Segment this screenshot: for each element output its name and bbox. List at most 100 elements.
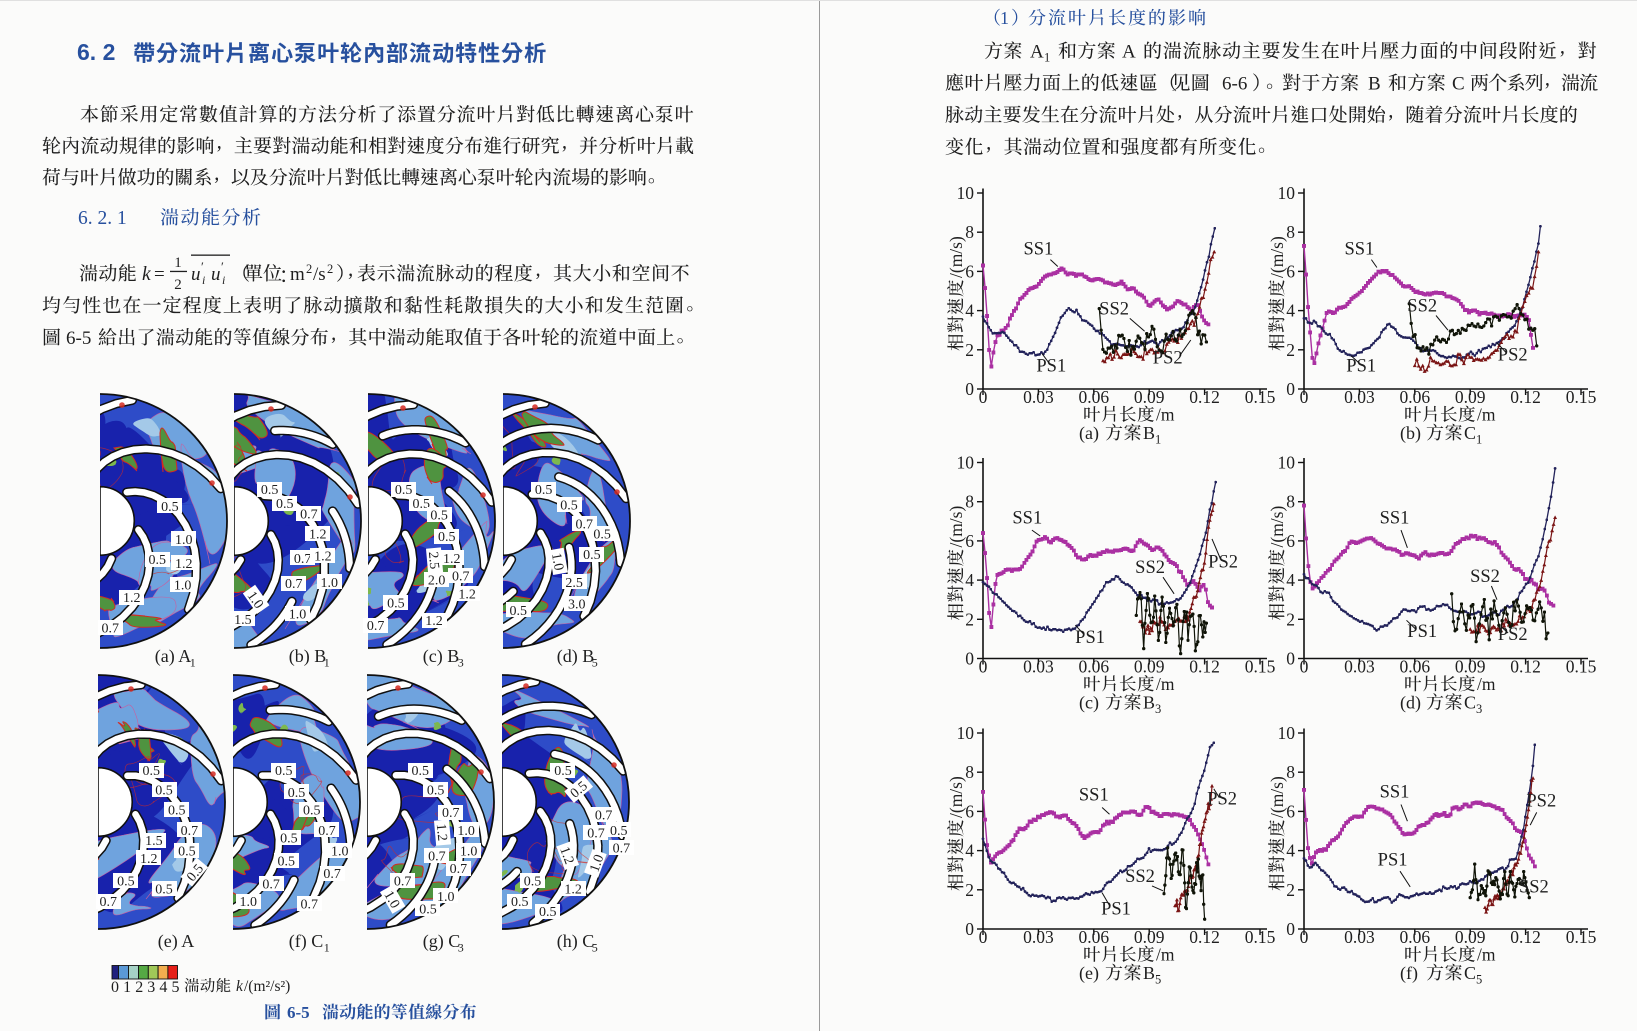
svg-text:0.15: 0.15: [1245, 387, 1276, 407]
svg-text:0.7: 0.7: [181, 824, 199, 839]
svg-text:6-5: 6-5: [66, 328, 91, 349]
svg-text:0.7: 0.7: [101, 622, 119, 637]
svg-text:0.5: 0.5: [413, 497, 431, 512]
svg-text:2: 2: [306, 262, 312, 276]
svg-text:SS1: SS1: [1012, 508, 1042, 528]
svg-text:0.06: 0.06: [1399, 657, 1430, 677]
svg-text:0.5: 0.5: [554, 764, 572, 779]
svg-text:0.5: 0.5: [509, 604, 527, 619]
svg-text:0.5: 0.5: [524, 875, 542, 890]
svg-text:PS1: PS1: [1075, 628, 1105, 648]
svg-text:0.5: 0.5: [395, 483, 413, 498]
svg-text:0.15: 0.15: [1245, 657, 1276, 677]
svg-text:1.0: 1.0: [587, 853, 607, 875]
svg-text:0.5: 0.5: [535, 483, 553, 498]
svg-text:(g) C: (g) C: [423, 931, 461, 952]
svg-text:0.7: 0.7: [318, 824, 336, 839]
svg-text:10: 10: [957, 723, 975, 743]
svg-text:3: 3: [458, 941, 464, 955]
svg-text:0: 0: [979, 387, 988, 407]
svg-text:0.09: 0.09: [1134, 657, 1165, 677]
svg-text:0.09: 0.09: [1455, 657, 1486, 677]
svg-text:SS2: SS2: [1135, 558, 1165, 578]
svg-text:/m: /m: [1156, 674, 1175, 694]
svg-text:(c) B: (c) B: [423, 646, 459, 667]
svg-text:8: 8: [1286, 492, 1295, 512]
svg-text:10: 10: [1278, 723, 1296, 743]
svg-text:1: 1: [174, 255, 182, 271]
svg-text:0.03: 0.03: [1023, 927, 1054, 947]
svg-text:0: 0: [1286, 379, 1295, 399]
svg-text:0: 0: [965, 919, 974, 939]
svg-text:0.06: 0.06: [1399, 927, 1430, 947]
svg-text:0: 0: [965, 379, 974, 399]
svg-text:2: 2: [1286, 609, 1295, 629]
svg-text:4: 4: [159, 979, 167, 996]
svg-text:1.2: 1.2: [140, 852, 158, 867]
svg-text:0.5: 0.5: [143, 764, 161, 779]
svg-text:1.0: 1.0: [331, 844, 349, 859]
svg-text:1: 1: [324, 941, 330, 955]
svg-text:1.2: 1.2: [175, 557, 193, 572]
svg-text:/m: /m: [1156, 945, 1175, 965]
svg-text:B: B: [1143, 423, 1155, 443]
svg-text:0.5: 0.5: [539, 905, 557, 920]
svg-text:u: u: [191, 264, 201, 285]
svg-text:10: 10: [957, 183, 975, 203]
svg-text:m: m: [290, 264, 305, 285]
svg-text:(d): (d): [1400, 693, 1421, 714]
svg-text:B: B: [1143, 693, 1155, 713]
svg-text:4: 4: [965, 301, 974, 321]
svg-text:PS2: PS2: [1526, 792, 1556, 812]
svg-text:PS1: PS1: [1101, 899, 1131, 919]
svg-text:SS1: SS1: [1380, 783, 1410, 803]
svg-text:PS2: PS2: [1207, 790, 1237, 810]
svg-text:PS1: PS1: [1378, 850, 1408, 870]
svg-text:8: 8: [1286, 762, 1295, 782]
svg-text:SS1: SS1: [1079, 786, 1109, 806]
svg-text:(b): (b): [1400, 423, 1421, 444]
svg-text:0.12: 0.12: [1189, 927, 1220, 947]
svg-text:0.12: 0.12: [1189, 657, 1220, 677]
svg-text:1.0: 1.0: [457, 824, 475, 839]
svg-text:1.2: 1.2: [123, 591, 141, 606]
svg-text:/m: /m: [1477, 945, 1496, 965]
svg-text:/(m/s): /(m/s): [946, 776, 966, 818]
svg-text:k: k: [142, 264, 151, 285]
svg-text:0.06: 0.06: [1399, 387, 1430, 407]
svg-text:0: 0: [111, 979, 119, 996]
svg-text:(f) C: (f) C: [289, 931, 324, 952]
svg-text:3: 3: [147, 979, 155, 996]
svg-text:SS2: SS2: [1099, 300, 1129, 320]
svg-text:2: 2: [965, 340, 974, 360]
svg-text:0.7: 0.7: [452, 570, 470, 585]
svg-text:0.5: 0.5: [387, 596, 405, 611]
svg-text:i: i: [202, 273, 205, 287]
svg-text:1: 1: [324, 656, 330, 670]
svg-text:(c): (c): [1079, 693, 1099, 714]
svg-text:2: 2: [965, 880, 974, 900]
svg-text:(b) B: (b) B: [289, 646, 327, 667]
svg-text:0.03: 0.03: [1023, 657, 1054, 677]
svg-text:PS2: PS2: [1208, 552, 1238, 572]
svg-text:0.12: 0.12: [1510, 387, 1541, 407]
svg-text:i: i: [222, 273, 225, 287]
svg-text:8: 8: [965, 222, 974, 242]
svg-text:0: 0: [1300, 927, 1309, 947]
svg-text:8: 8: [965, 492, 974, 512]
svg-text:0.15: 0.15: [1566, 387, 1597, 407]
svg-text:0.06: 0.06: [1078, 387, 1109, 407]
svg-text:0.09: 0.09: [1455, 387, 1486, 407]
svg-text:(a): (a): [1079, 423, 1099, 444]
svg-text:0.5: 0.5: [438, 530, 456, 545]
svg-text:1.0: 1.0: [548, 552, 566, 572]
svg-text:0.5: 0.5: [261, 483, 279, 498]
svg-text:0.15: 0.15: [1245, 927, 1276, 947]
svg-text:/m: /m: [1477, 674, 1496, 694]
svg-text:2: 2: [135, 979, 143, 996]
svg-text:1.0: 1.0: [320, 576, 338, 591]
svg-text:5: 5: [592, 941, 598, 955]
svg-text:0.7: 0.7: [367, 619, 385, 634]
svg-text:0: 0: [979, 927, 988, 947]
svg-text:0.7: 0.7: [300, 507, 318, 522]
